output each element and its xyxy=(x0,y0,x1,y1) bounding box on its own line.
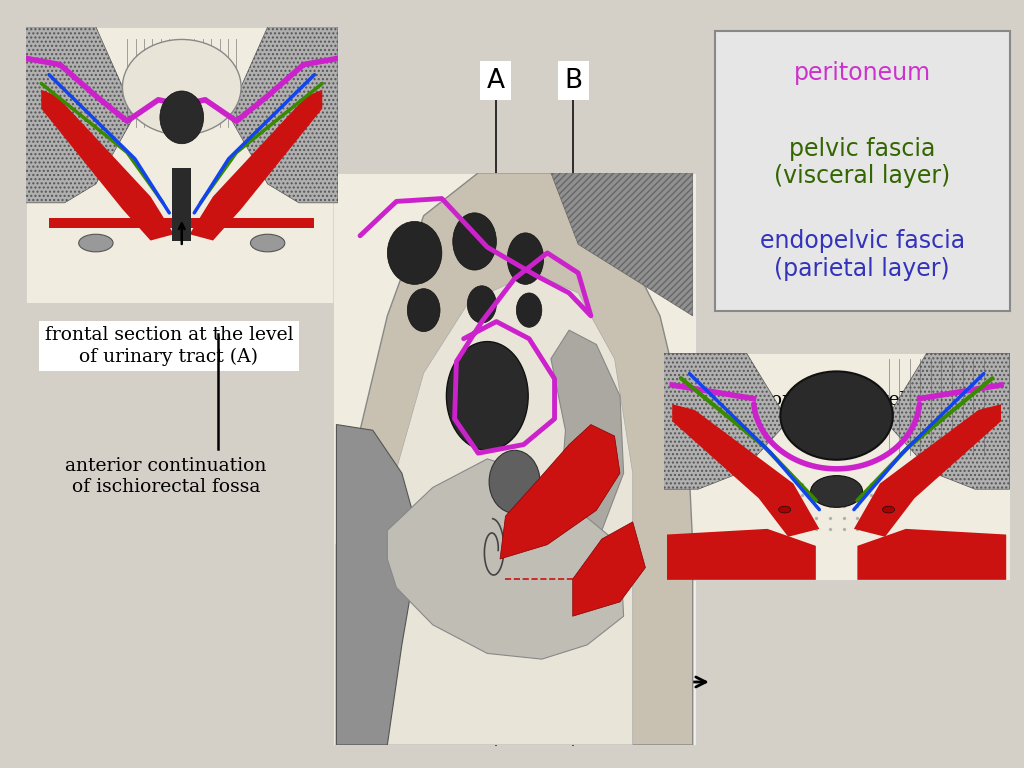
Polygon shape xyxy=(667,529,816,580)
Polygon shape xyxy=(387,273,633,745)
Circle shape xyxy=(123,39,241,135)
Bar xyxy=(333,173,696,745)
Ellipse shape xyxy=(778,506,791,513)
Ellipse shape xyxy=(453,213,497,270)
Polygon shape xyxy=(228,27,338,203)
Ellipse shape xyxy=(489,450,540,513)
Ellipse shape xyxy=(507,233,544,284)
Polygon shape xyxy=(551,173,692,316)
Ellipse shape xyxy=(79,234,113,252)
Polygon shape xyxy=(664,353,788,489)
Ellipse shape xyxy=(251,234,285,252)
Ellipse shape xyxy=(387,221,442,284)
Bar xyxy=(664,353,1010,580)
Ellipse shape xyxy=(780,372,893,460)
Polygon shape xyxy=(885,353,1010,489)
Bar xyxy=(26,27,338,303)
Polygon shape xyxy=(572,521,645,616)
Polygon shape xyxy=(854,404,1001,537)
Text: anterior continuation
of ischiorectal fossa: anterior continuation of ischiorectal fo… xyxy=(66,457,266,495)
Polygon shape xyxy=(514,330,624,602)
Polygon shape xyxy=(337,173,692,745)
Ellipse shape xyxy=(467,286,497,323)
Polygon shape xyxy=(500,425,620,559)
Polygon shape xyxy=(387,458,624,659)
Ellipse shape xyxy=(516,293,542,327)
Text: endopelvic fascia
(parietal layer): endopelvic fascia (parietal layer) xyxy=(760,229,965,281)
Ellipse shape xyxy=(446,342,528,450)
Text: frontal section at the level
of urinary tract (A): frontal section at the level of urinary … xyxy=(45,326,293,366)
Polygon shape xyxy=(189,90,323,240)
Text: A: A xyxy=(486,68,505,94)
Polygon shape xyxy=(26,27,135,203)
Ellipse shape xyxy=(408,289,440,332)
Text: pelvic fascia
(visceral layer): pelvic fascia (visceral layer) xyxy=(774,137,950,188)
Ellipse shape xyxy=(811,475,862,508)
Polygon shape xyxy=(172,167,191,240)
Bar xyxy=(715,31,1010,311)
Text: B: B xyxy=(564,68,583,94)
Ellipse shape xyxy=(883,506,895,513)
Polygon shape xyxy=(337,425,420,745)
Text: frontal section at the level of
rectum (B): frontal section at the level of rectum (… xyxy=(657,392,930,430)
Polygon shape xyxy=(41,90,174,240)
Text: sagittal section: sagittal section xyxy=(436,609,588,627)
Polygon shape xyxy=(49,218,314,228)
Polygon shape xyxy=(857,529,1007,580)
Polygon shape xyxy=(672,404,819,537)
Text: peritoneum: peritoneum xyxy=(794,61,931,84)
Text: ischiorectal fossa: ischiorectal fossa xyxy=(362,673,535,691)
Ellipse shape xyxy=(160,91,204,144)
